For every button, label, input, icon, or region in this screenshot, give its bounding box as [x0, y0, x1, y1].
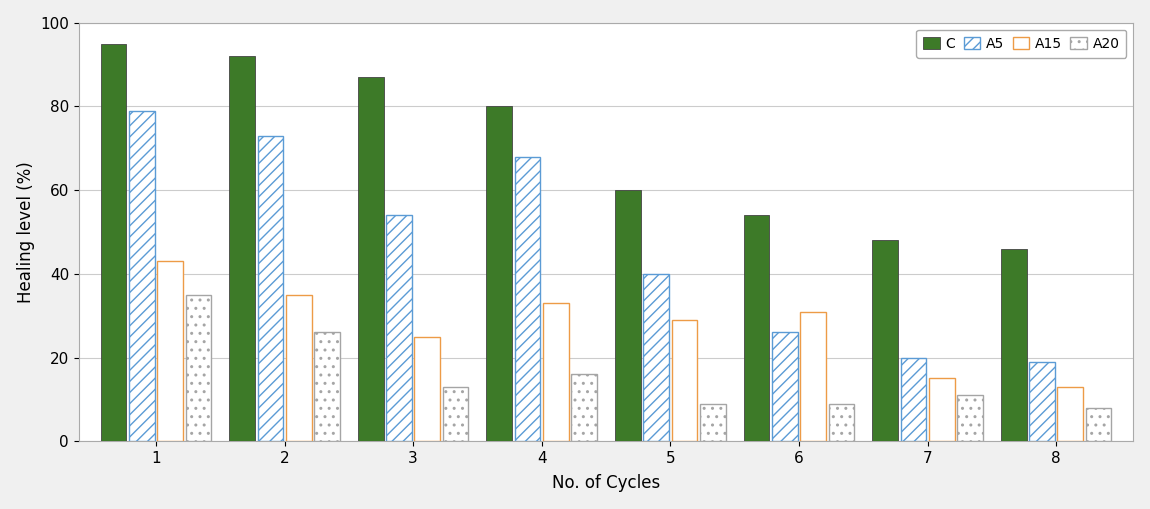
Bar	[258, 136, 283, 441]
Legend: C, A5, A15, A20: C, A5, A15, A20	[917, 30, 1126, 58]
Bar	[828, 404, 854, 441]
Bar	[873, 240, 898, 441]
Bar	[314, 332, 340, 441]
Bar	[1086, 408, 1111, 441]
Bar	[129, 110, 155, 441]
Bar	[386, 215, 412, 441]
Bar	[643, 274, 669, 441]
Bar	[158, 261, 183, 441]
Bar	[900, 357, 926, 441]
Bar	[358, 77, 384, 441]
Bar	[414, 336, 440, 441]
Bar	[185, 295, 212, 441]
Bar	[672, 320, 697, 441]
Bar	[1029, 362, 1055, 441]
Bar	[700, 404, 726, 441]
Bar	[1058, 387, 1083, 441]
Y-axis label: Healing level (%): Healing level (%)	[16, 161, 34, 303]
Bar	[615, 190, 641, 441]
Bar	[543, 303, 569, 441]
Bar	[229, 56, 255, 441]
Bar	[486, 106, 512, 441]
X-axis label: No. of Cycles: No. of Cycles	[552, 474, 660, 492]
Bar	[929, 379, 954, 441]
Bar	[515, 157, 540, 441]
Bar	[957, 395, 983, 441]
Bar	[800, 312, 826, 441]
Bar	[286, 295, 312, 441]
Bar	[572, 374, 597, 441]
Bar	[772, 332, 798, 441]
Bar	[101, 44, 126, 441]
Bar	[443, 387, 468, 441]
Bar	[1000, 249, 1027, 441]
Bar	[744, 215, 769, 441]
